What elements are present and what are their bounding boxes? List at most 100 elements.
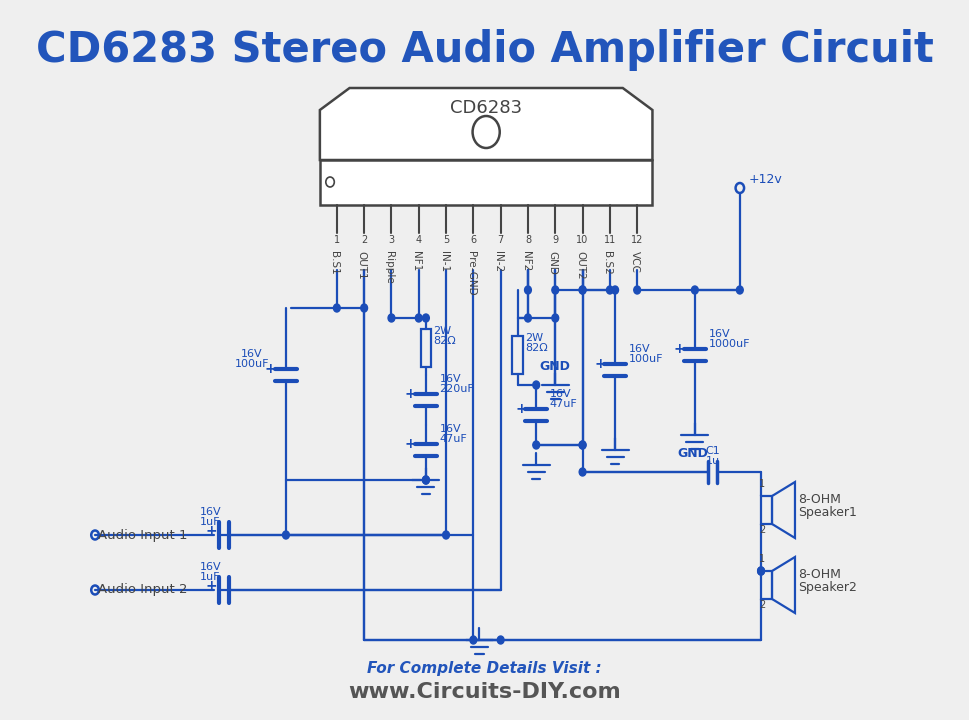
Circle shape: [422, 314, 429, 322]
Text: VCC: VCC: [630, 251, 640, 273]
Text: 100uF: 100uF: [629, 354, 663, 364]
Text: +: +: [594, 357, 606, 371]
Text: +12v: +12v: [748, 173, 782, 186]
Text: Speaker1: Speaker1: [798, 506, 858, 519]
Bar: [761, 496, 772, 524]
Text: 8: 8: [525, 235, 531, 245]
Text: NF2: NF2: [520, 251, 530, 271]
Circle shape: [579, 441, 586, 449]
Text: OUT2: OUT2: [576, 251, 585, 279]
Circle shape: [470, 636, 477, 644]
Circle shape: [533, 441, 540, 449]
Text: IN-1: IN-1: [439, 251, 449, 272]
Circle shape: [692, 286, 699, 294]
Text: 16V: 16V: [200, 507, 221, 517]
Circle shape: [473, 116, 500, 148]
Text: Audio Input 2: Audio Input 2: [98, 583, 187, 596]
Text: +: +: [405, 437, 417, 451]
Text: GND: GND: [547, 251, 558, 275]
Text: 1uF: 1uF: [201, 517, 221, 527]
Text: www.Circuits-DIY.com: www.Circuits-DIY.com: [348, 682, 621, 702]
Text: 82Ω: 82Ω: [525, 343, 547, 353]
Circle shape: [360, 304, 367, 312]
Text: +: +: [516, 402, 527, 416]
Text: B.S2: B.S2: [603, 251, 612, 275]
Text: 2W: 2W: [525, 333, 544, 343]
Circle shape: [552, 286, 559, 294]
Polygon shape: [320, 88, 652, 160]
Text: 16V: 16V: [549, 389, 572, 399]
Text: 7: 7: [497, 235, 504, 245]
Text: GND: GND: [677, 447, 708, 460]
Bar: [513, 336, 522, 374]
Text: 11: 11: [604, 235, 616, 245]
Text: 8-OHM: 8-OHM: [798, 568, 841, 581]
Text: Pre-GND: Pre-GND: [466, 251, 476, 296]
Text: 2: 2: [759, 600, 765, 610]
Text: GND: GND: [540, 360, 571, 373]
Text: 16V: 16V: [241, 349, 263, 359]
Circle shape: [611, 286, 618, 294]
Text: 16V: 16V: [440, 374, 461, 384]
Circle shape: [736, 286, 743, 294]
Circle shape: [579, 468, 586, 476]
Text: 82Ω: 82Ω: [433, 336, 456, 346]
Text: C1: C1: [705, 446, 720, 456]
Circle shape: [443, 531, 450, 539]
Circle shape: [579, 441, 586, 449]
Circle shape: [524, 314, 531, 322]
Polygon shape: [772, 557, 795, 613]
Bar: [421, 329, 431, 367]
Text: 2: 2: [361, 235, 367, 245]
Text: OUT1: OUT1: [357, 251, 366, 279]
Circle shape: [533, 381, 540, 389]
Circle shape: [758, 567, 765, 575]
Circle shape: [579, 286, 586, 294]
Text: 16V: 16V: [708, 329, 730, 339]
Text: 1uF: 1uF: [201, 572, 221, 582]
Text: For Complete Details Visit :: For Complete Details Visit :: [367, 660, 602, 675]
Circle shape: [326, 177, 334, 187]
Text: +: +: [205, 579, 217, 593]
Text: 2: 2: [759, 525, 765, 535]
Text: +: +: [205, 524, 217, 538]
Circle shape: [634, 286, 641, 294]
Text: 1u: 1u: [705, 456, 720, 466]
Circle shape: [579, 286, 586, 294]
Text: 47uF: 47uF: [440, 434, 467, 444]
Circle shape: [758, 567, 765, 575]
Text: 10: 10: [577, 235, 589, 245]
Text: 1: 1: [759, 554, 765, 564]
Text: 2W: 2W: [433, 326, 452, 336]
Text: Ripple: Ripple: [384, 251, 394, 284]
Text: B.S1: B.S1: [329, 251, 339, 275]
Text: 16V: 16V: [629, 344, 650, 354]
Circle shape: [524, 286, 531, 294]
Circle shape: [552, 314, 559, 322]
Circle shape: [607, 286, 613, 294]
Text: Audio Input 1: Audio Input 1: [98, 528, 187, 541]
Text: 16V: 16V: [440, 424, 461, 434]
Text: +: +: [673, 342, 685, 356]
Text: 12: 12: [631, 235, 643, 245]
Text: 6: 6: [470, 235, 477, 245]
Bar: [320, 160, 652, 205]
Text: 220uF: 220uF: [440, 384, 474, 394]
Text: 100uF: 100uF: [234, 359, 269, 369]
Text: +: +: [265, 362, 276, 376]
Text: Speaker2: Speaker2: [798, 581, 858, 594]
Text: 5: 5: [443, 235, 450, 245]
Text: 16V: 16V: [200, 562, 221, 572]
Circle shape: [497, 636, 504, 644]
Text: 8-OHM: 8-OHM: [798, 493, 841, 506]
Circle shape: [422, 476, 429, 484]
Text: 1000uF: 1000uF: [708, 339, 750, 349]
Text: NF1: NF1: [411, 251, 422, 271]
Text: 4: 4: [416, 235, 422, 245]
Circle shape: [333, 304, 340, 312]
Bar: [761, 571, 772, 599]
Text: +: +: [405, 387, 417, 401]
Circle shape: [388, 314, 394, 322]
Circle shape: [416, 314, 422, 322]
Text: CD6283 Stereo Audio Amplifier Circuit: CD6283 Stereo Audio Amplifier Circuit: [36, 29, 933, 71]
